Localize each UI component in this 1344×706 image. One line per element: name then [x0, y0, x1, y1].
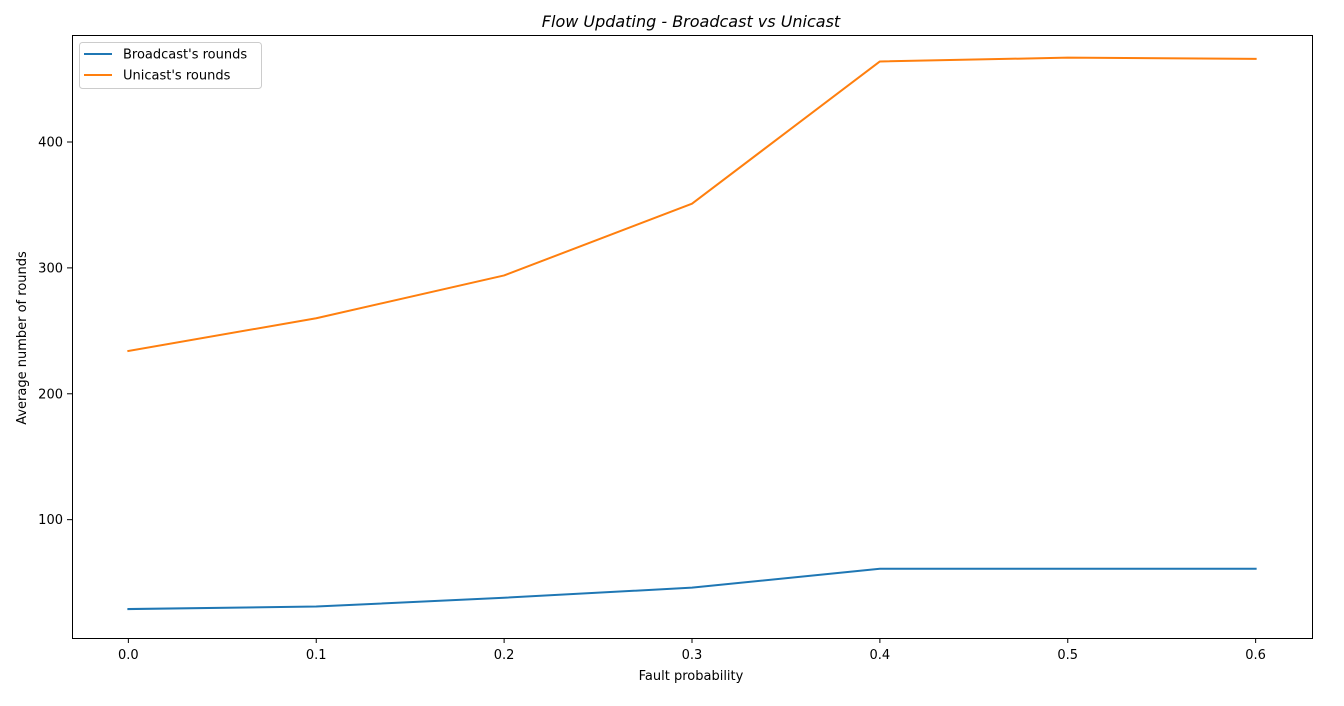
y-tick-label: 100 [38, 513, 63, 528]
y-tick-label: 300 [38, 261, 63, 276]
x-tick-label: 0.3 [682, 648, 703, 663]
legend-label: Broadcast's rounds [123, 48, 247, 63]
legend: Broadcast's rounds Unicast's rounds [80, 43, 262, 89]
legend-label: Unicast's rounds [123, 69, 231, 84]
x-tick-label: 0.6 [1245, 648, 1266, 663]
x-tick-label: 0.0 [118, 648, 139, 663]
x-axis-label: Fault probability [639, 669, 744, 684]
y-tick-label: 400 [38, 136, 63, 151]
chart-title: Flow Updating - Broadcast vs Unicast [542, 12, 841, 31]
x-tick-label: 0.1 [306, 648, 327, 663]
x-tick-label: 0.2 [494, 648, 515, 663]
y-tick-label: 200 [38, 387, 63, 402]
x-tick-label: 0.5 [1057, 648, 1078, 663]
y-axis-label: Average number of rounds [15, 251, 30, 425]
x-tick-label: 0.4 [870, 648, 891, 663]
